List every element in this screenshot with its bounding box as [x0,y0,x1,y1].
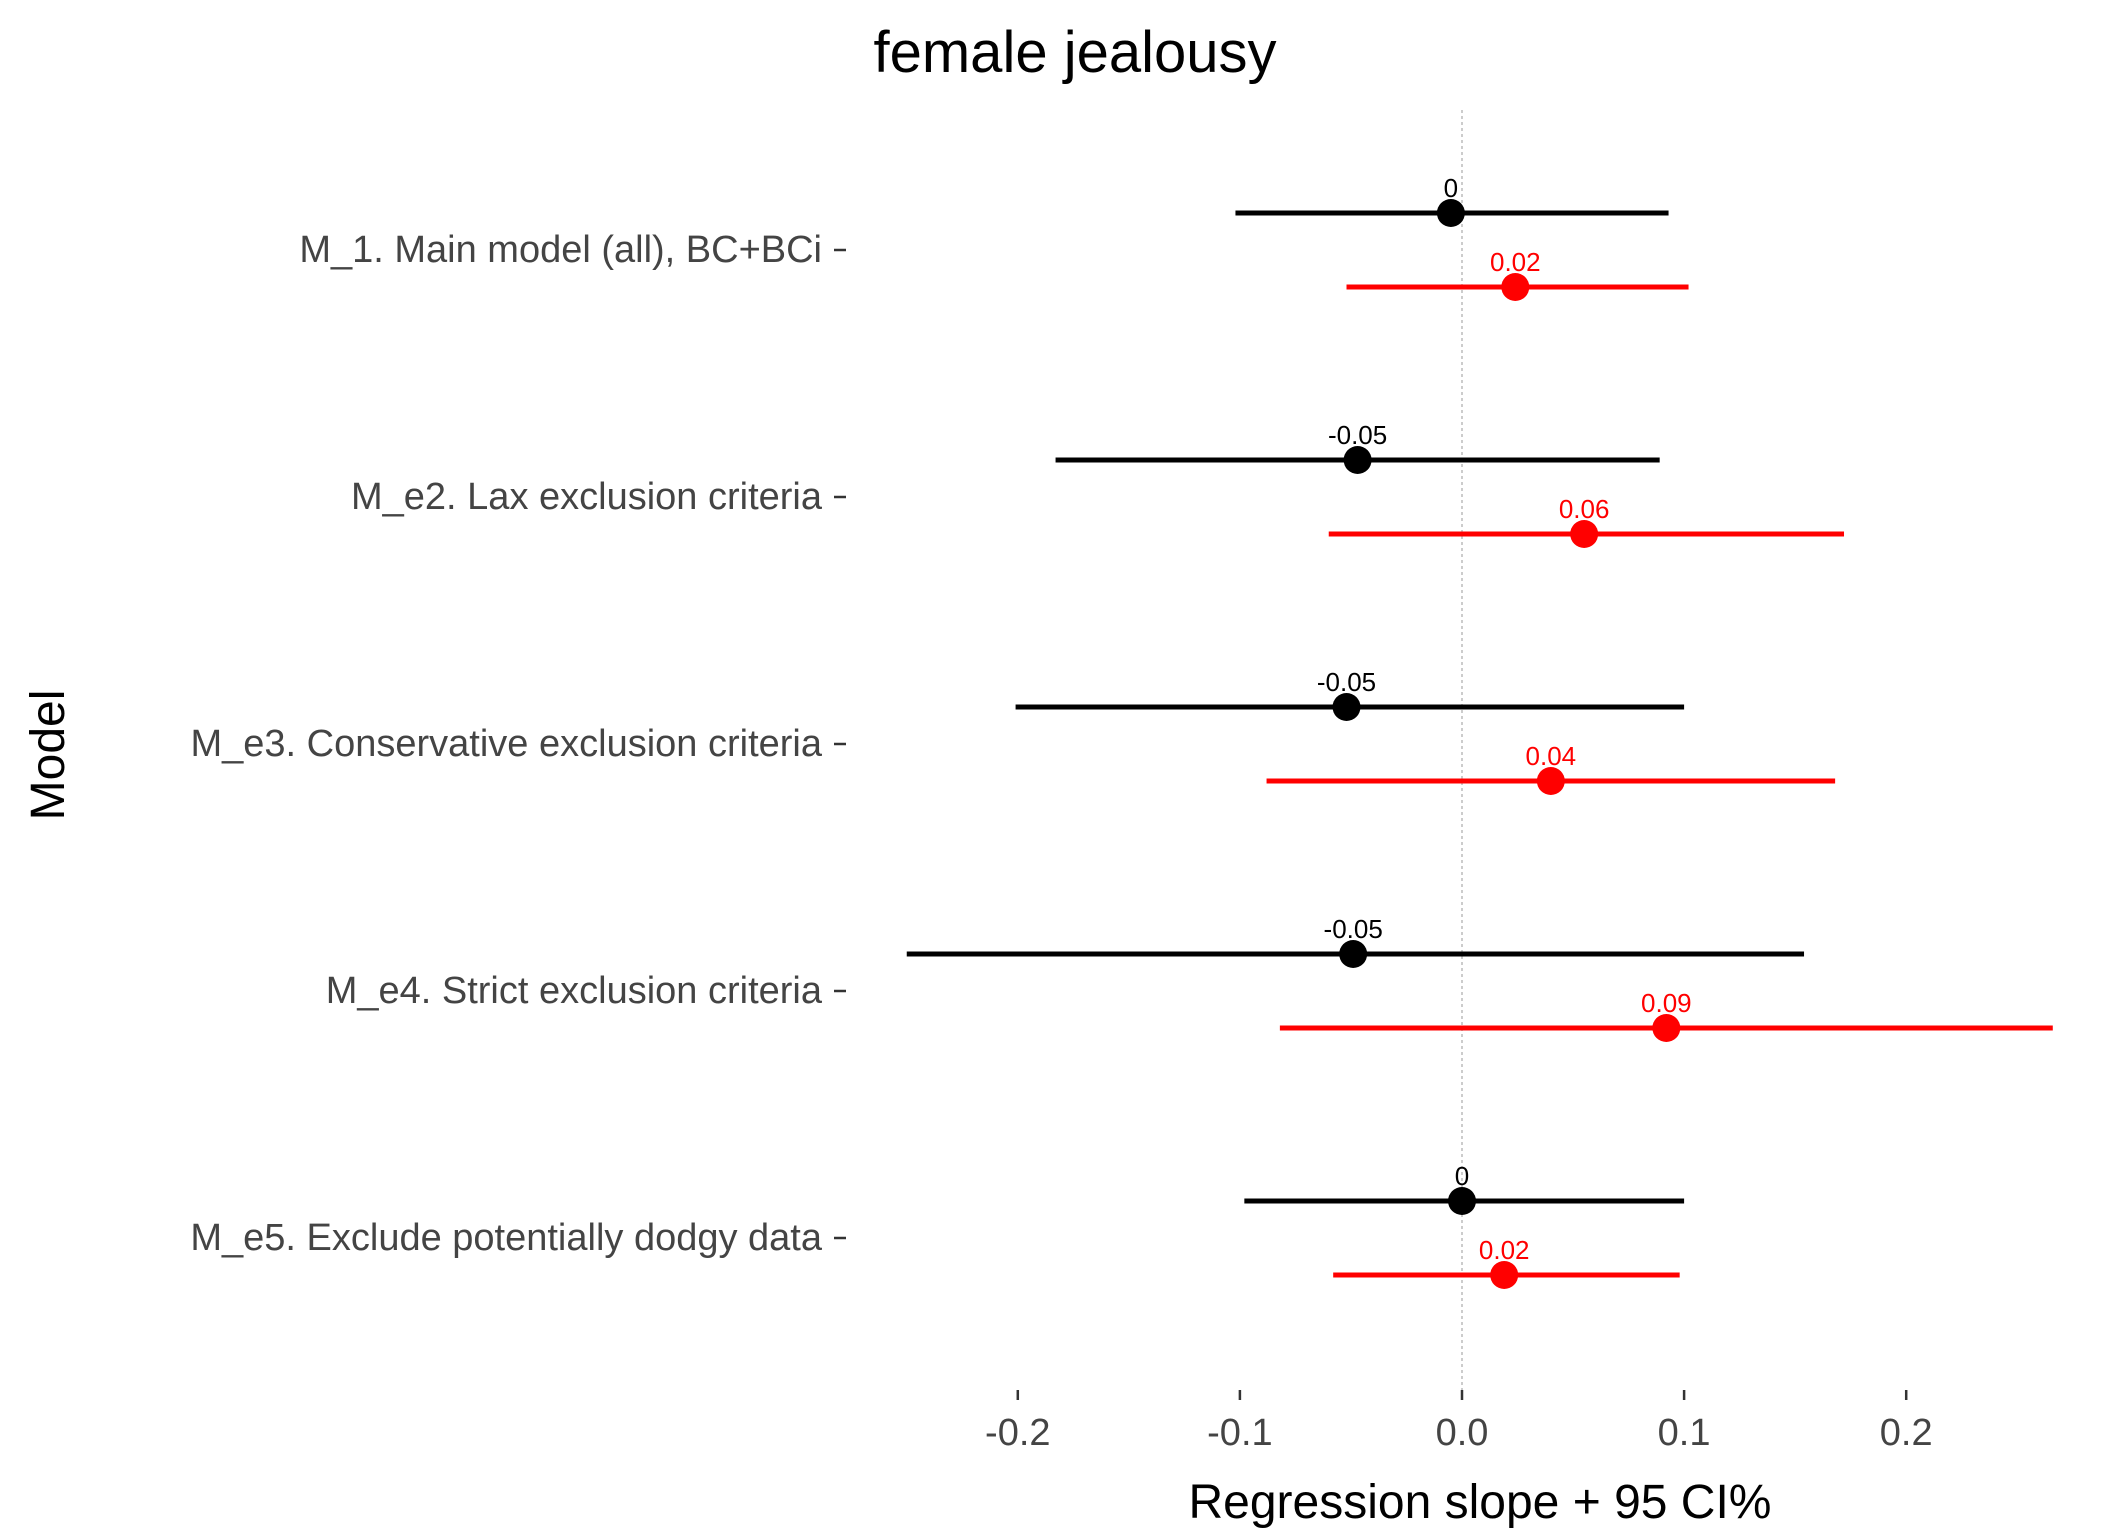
data-label: 0 [1444,173,1458,203]
model-label: M_e5. Exclude potentially dodgy data [190,1217,823,1259]
point-estimate [1536,767,1565,795]
x-tick-label: 0.0 [1436,1412,1489,1454]
data-label: 0.02 [1490,247,1541,277]
x-tick-label: -0.2 [985,1412,1050,1454]
point-estimate [1332,693,1361,721]
model-label: M_e4. Strict exclusion criteria [326,970,823,1012]
data-label: 0.06 [1559,494,1610,524]
data-label: -0.05 [1324,914,1383,944]
point-estimate [1436,199,1465,227]
point-estimate [1501,273,1530,301]
data-label: 0.09 [1641,988,1692,1018]
data-label: 0.02 [1479,1235,1530,1265]
x-tick-label: 0.1 [1658,1412,1711,1454]
y-axis-title: Model [22,690,75,821]
data-label: -0.05 [1328,420,1387,450]
point-estimate [1343,446,1372,474]
plot-area: -0.2 -0.1 0.0 0.1 0.2 M_1. Main model (all), … [190,110,2053,1454]
x-tick-label: -0.1 [1207,1412,1272,1454]
point-estimate [1652,1014,1681,1042]
point-estimate [1490,1261,1519,1289]
x-axis-title: Regression slope + 95 CI% [1189,1476,1772,1529]
data-label: -0.05 [1317,667,1376,697]
point-estimate [1570,520,1599,548]
data-label: 0 [1455,1161,1469,1191]
model-label: M_e3. Conservative exclusion criteria [191,723,823,765]
point-estimate [1448,1187,1476,1215]
data-label: 0.04 [1526,741,1577,771]
x-tick-label: 0.2 [1880,1412,1933,1454]
chart-title: female jealousy [874,20,1277,85]
point-estimate [1339,940,1368,968]
model-label: M_e2. Lax exclusion criteria [351,476,823,518]
model-label: M_1. Main model (all), BC+BCi [299,229,822,271]
